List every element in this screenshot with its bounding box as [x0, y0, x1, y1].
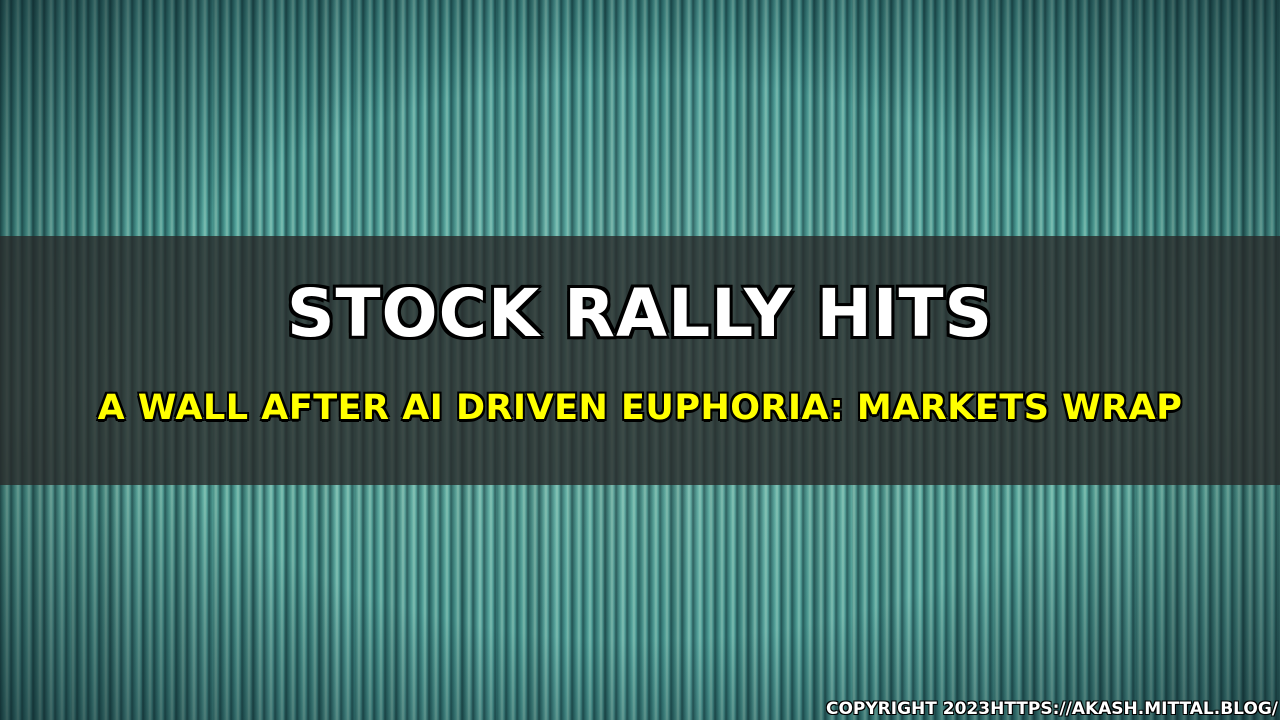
- headline-title: STOCK RALLY HITS: [285, 274, 994, 354]
- headline-subtitle: A WALL AFTER AI DRIVEN EUPHORIA: MARKETS…: [97, 388, 1183, 428]
- copyright-text: COPYRIGHT 2023HTTPS://AKASH.MITTAL.BLOG/: [825, 699, 1278, 719]
- headline-banner: [0, 236, 1280, 485]
